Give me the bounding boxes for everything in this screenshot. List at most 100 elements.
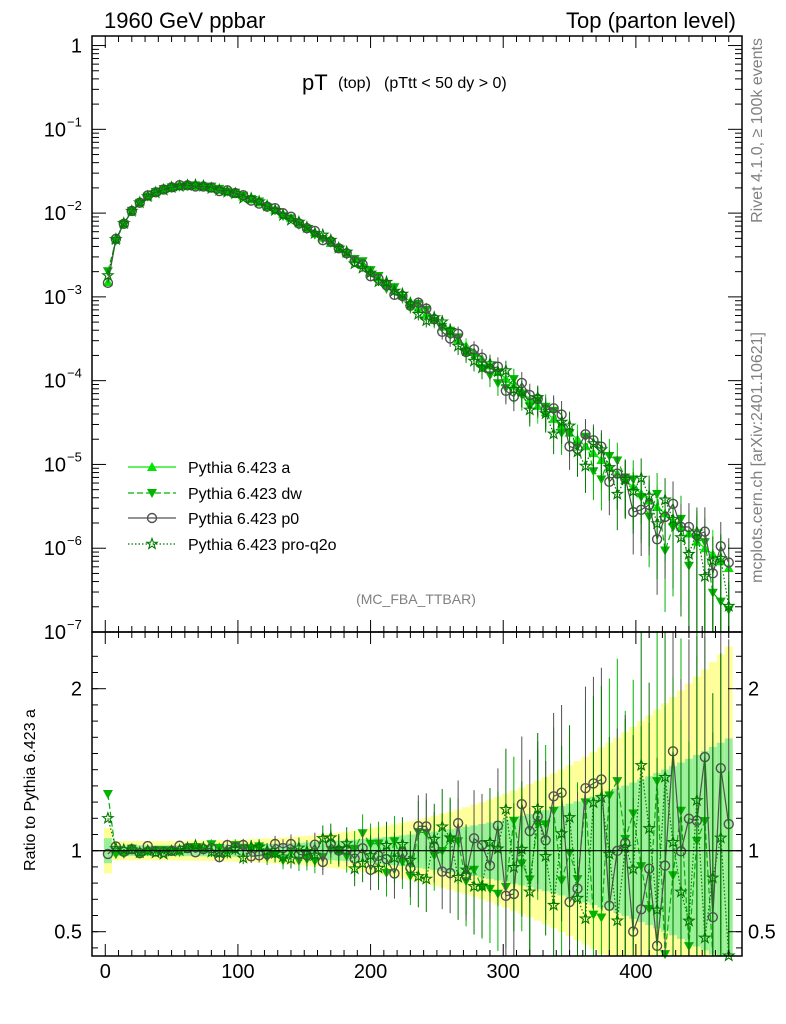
point-main bbox=[697, 569, 712, 583]
point-ratio bbox=[292, 840, 306, 854]
y-tick-label: 10 bbox=[44, 119, 66, 141]
point-ratio bbox=[594, 790, 609, 804]
point-main bbox=[586, 436, 601, 450]
series-line-ratio bbox=[107, 765, 730, 956]
point-ratio bbox=[339, 836, 354, 850]
x-tick-label: 400 bbox=[619, 961, 652, 983]
x-tick-label: 200 bbox=[354, 961, 387, 983]
ratio-y-tick-label-right: 1 bbox=[748, 841, 759, 863]
legend-entry-proq2o: Pythia 6.423 pro-q2o bbox=[128, 536, 337, 554]
legend-label-dw: Pythia 6.423 dw bbox=[188, 486, 302, 503]
title-main: pT bbox=[302, 70, 328, 95]
x-tick-label: 300 bbox=[487, 961, 520, 983]
point-ratio bbox=[355, 856, 370, 870]
point-ratio bbox=[323, 830, 338, 844]
title-sub1: (top) bbox=[338, 75, 371, 92]
y-tick-exponent: −4 bbox=[67, 366, 82, 381]
point-ratio bbox=[101, 811, 115, 825]
point-main bbox=[220, 184, 235, 198]
point-ratio bbox=[363, 848, 378, 862]
point-ratio bbox=[427, 831, 442, 845]
legend-symbol-p0 bbox=[128, 512, 176, 524]
point-ratio bbox=[626, 861, 641, 875]
point-main bbox=[109, 232, 123, 246]
point-main bbox=[570, 444, 585, 458]
ratio-y-tick-label-right: 2 bbox=[748, 679, 759, 701]
y-tick-exponent: −3 bbox=[67, 282, 82, 297]
point-main bbox=[252, 194, 266, 208]
legend-symbol-a bbox=[128, 462, 176, 471]
point-ratio bbox=[268, 846, 282, 860]
point-ratio bbox=[618, 839, 633, 853]
legend-entry-a: Pythia 6.423 a bbox=[128, 460, 290, 477]
point-main bbox=[292, 214, 306, 228]
point-ratio bbox=[475, 878, 489, 892]
point-ratio bbox=[284, 851, 298, 865]
point-main bbox=[602, 460, 617, 474]
point-main bbox=[325, 236, 336, 247]
point-ratio bbox=[196, 840, 211, 854]
y-tick-exponent: −7 bbox=[67, 617, 82, 632]
point-ratio bbox=[602, 846, 617, 860]
point-main bbox=[355, 260, 370, 274]
point-main bbox=[506, 382, 521, 396]
point-ratio bbox=[459, 862, 473, 876]
point-main bbox=[101, 268, 115, 282]
point-main bbox=[626, 484, 641, 498]
y-tick-exponent: −6 bbox=[67, 533, 82, 548]
point-main bbox=[594, 442, 609, 456]
y-tick-label: 10 bbox=[44, 622, 66, 644]
legend-label-a: Pythia 6.423 a bbox=[188, 460, 290, 477]
point-ratio bbox=[506, 860, 521, 874]
point-ratio bbox=[371, 860, 386, 874]
point-ratio bbox=[300, 844, 314, 858]
point-main bbox=[475, 360, 489, 374]
point-main bbox=[276, 208, 290, 222]
y-tick-label: 1 bbox=[71, 36, 82, 58]
point-main bbox=[421, 303, 432, 314]
site-label: mcplots.cern.ch [arXiv:2401.10621] bbox=[749, 332, 766, 583]
point-main bbox=[642, 488, 657, 502]
ratio-y-tick-label: 0.5 bbox=[54, 922, 82, 944]
point-main bbox=[634, 470, 648, 484]
point-main bbox=[522, 402, 537, 416]
point-main bbox=[467, 353, 481, 367]
point-main bbox=[554, 414, 569, 428]
ratio-y-tick-label: 1 bbox=[71, 841, 82, 863]
point-ratio bbox=[586, 795, 601, 809]
point-main bbox=[411, 306, 426, 320]
point-ratio bbox=[403, 852, 418, 866]
rivet-label: Rivet 4.1.0, ≥ 100k events bbox=[749, 38, 766, 223]
point-main bbox=[419, 313, 434, 327]
point-main bbox=[666, 512, 680, 526]
point-main bbox=[148, 185, 163, 199]
point-main bbox=[284, 212, 298, 226]
point-main bbox=[546, 426, 561, 440]
point-main bbox=[427, 310, 442, 324]
y-tick-exponent: −5 bbox=[67, 449, 82, 464]
point-ratio bbox=[188, 838, 203, 852]
point-main bbox=[658, 492, 672, 506]
point-main bbox=[379, 274, 394, 288]
legend: Pythia 6.423 a Pythia 6.423 dw Pythia 6.… bbox=[128, 460, 337, 554]
ratio-y-tick-label-right: 0.5 bbox=[748, 922, 776, 944]
point-ratio bbox=[228, 842, 243, 856]
y-tick-label: 10 bbox=[44, 538, 66, 560]
point-main bbox=[212, 182, 227, 197]
y-tick-exponent: −2 bbox=[67, 198, 82, 213]
y-tick-label: 10 bbox=[44, 371, 66, 393]
analysis-id: (MC_FBA_TTBAR) bbox=[356, 591, 476, 607]
ratio-frame bbox=[91, 631, 743, 957]
point-main bbox=[682, 546, 696, 560]
point-ratio bbox=[347, 861, 362, 875]
point-main bbox=[132, 195, 147, 209]
point-main bbox=[403, 296, 418, 310]
y-tick-label: 10 bbox=[44, 287, 66, 309]
ratio-y-tick-label: 2 bbox=[71, 679, 82, 701]
point-main bbox=[300, 220, 314, 234]
point-ratio bbox=[252, 839, 267, 853]
point-ratio bbox=[610, 913, 625, 927]
point-main bbox=[499, 363, 513, 377]
legend-marker bbox=[147, 489, 157, 498]
